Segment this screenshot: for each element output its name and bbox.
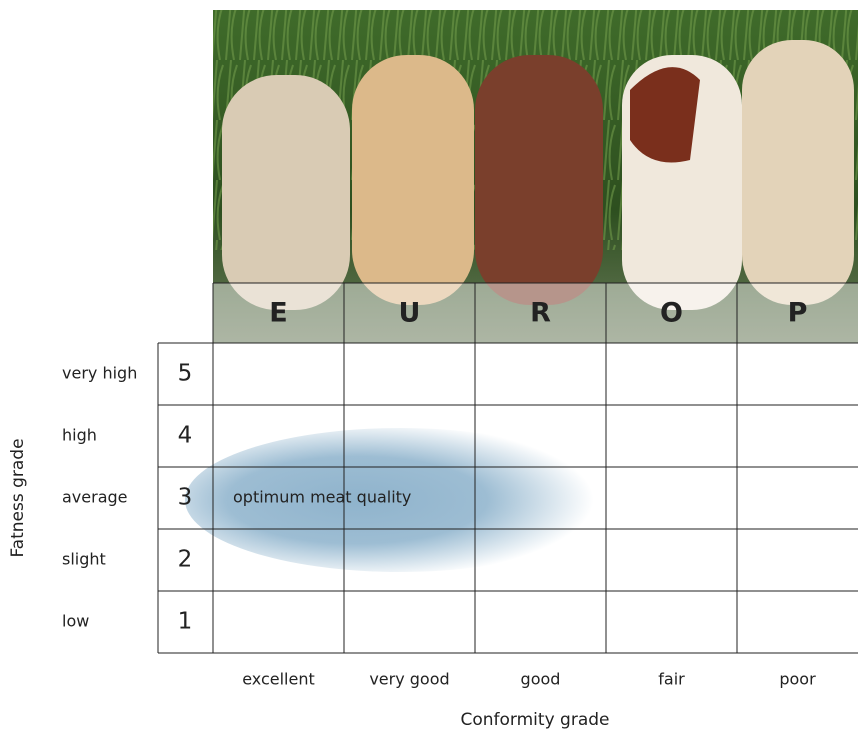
conformity-label: fair [658, 670, 685, 689]
class-letter: U [399, 298, 421, 329]
class-letter: P [788, 298, 808, 329]
annotation: optimum meat quality [233, 488, 411, 507]
fat-class: 2 [178, 547, 193, 573]
conformity-label: good [521, 670, 561, 689]
fat-class: 5 [178, 361, 193, 387]
fat-class: 4 [178, 423, 193, 449]
fat-class: 3 [178, 485, 193, 511]
fatness-label: average [62, 488, 128, 507]
conformity-label: very good [369, 670, 449, 689]
fatness-label: high [62, 426, 97, 445]
class-letter: R [530, 298, 551, 329]
class-letter: E [269, 298, 287, 329]
conformity-label: poor [779, 670, 816, 689]
photo [213, 10, 858, 343]
fatness-label: very high [62, 364, 137, 383]
class-letter: O [660, 298, 683, 329]
fatness-label: low [62, 612, 89, 631]
x-axis-title: Conformity grade [461, 710, 610, 730]
fatness-label: slight [62, 550, 106, 569]
fat-class: 1 [178, 609, 193, 635]
europ-grid: Eexcellent Uvery good Rgood Ofair Ppoor 5 very… [0, 0, 858, 734]
conformity-label: excellent [242, 670, 315, 689]
y-axis-title: Fatness grade [8, 438, 28, 557]
